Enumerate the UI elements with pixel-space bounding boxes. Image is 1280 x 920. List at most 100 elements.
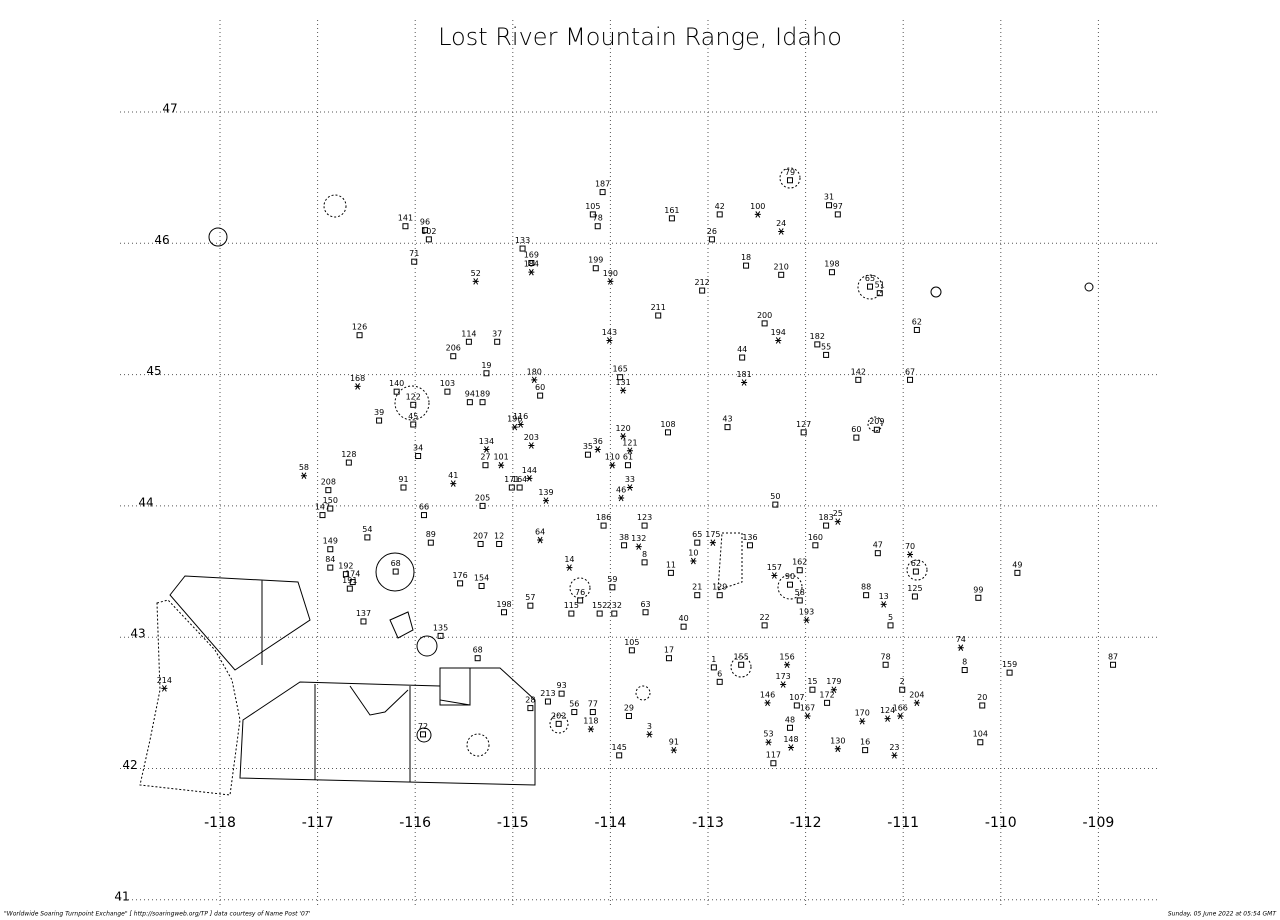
- turnpoint-label: 196: [507, 415, 522, 424]
- turnpoint-star: [354, 383, 361, 390]
- turnpoint-label: 134: [479, 437, 494, 446]
- turnpoint: 48: [785, 715, 795, 731]
- turnpoint-label: 60: [851, 425, 861, 434]
- turnpoint-square: [814, 341, 821, 348]
- turnpoint-label: 137: [356, 609, 371, 618]
- turnpoint-square: [828, 269, 835, 276]
- turnpoint: 232: [607, 601, 622, 617]
- turnpoint: 39: [374, 408, 384, 424]
- turnpoint: 67: [905, 367, 915, 383]
- turnpoint-label: 40: [679, 614, 689, 623]
- turnpoint: 77: [588, 700, 598, 716]
- turnpoint-label: 58: [795, 588, 805, 597]
- turnpoint: 57: [525, 593, 535, 609]
- turnpoint-square: [501, 609, 508, 616]
- turnpoint-label: 93: [557, 681, 567, 690]
- turnpoint-label: 31: [824, 193, 834, 202]
- turnpoint: 35: [583, 442, 593, 458]
- turnpoint: 187: [595, 180, 610, 196]
- turnpoint-square: [555, 720, 562, 727]
- turnpoint-star: [542, 497, 549, 504]
- turnpoint-label: 34: [413, 444, 423, 453]
- turnpoint-label: 39: [374, 408, 384, 417]
- turnpoint-label: 79: [785, 168, 795, 177]
- turnpoint-star: [620, 433, 627, 440]
- turnpoint-square: [867, 283, 874, 290]
- turnpoint: 29: [624, 703, 634, 719]
- turnpoint-label: 168: [350, 374, 365, 383]
- turnpoint-label: 156: [779, 652, 794, 661]
- turnpoint-label: 94: [465, 390, 475, 399]
- turnpoint-label: 203: [524, 433, 539, 442]
- turnpoint: 90: [785, 572, 795, 588]
- turnpoint-label: 14: [564, 555, 574, 564]
- airspace-circle: [569, 577, 591, 599]
- turnpoint-label: 63: [640, 600, 650, 609]
- turnpoint-label: 205: [475, 493, 490, 502]
- turnpoint-square: [853, 434, 860, 441]
- turnpoint: 25: [833, 509, 843, 525]
- lon-label: -116: [399, 815, 431, 831]
- turnpoint: 37: [492, 329, 502, 345]
- airspace-dashed: [717, 532, 743, 591]
- turnpoint-square: [716, 678, 723, 685]
- turnpoint: 150: [323, 496, 338, 512]
- turnpoint: 68: [473, 646, 483, 662]
- turnpoint-square: [596, 610, 603, 617]
- turnpoint-star: [787, 744, 794, 751]
- turnpoint-square: [664, 429, 671, 436]
- turnpoint-square: [589, 709, 596, 716]
- turnpoint-square: [724, 424, 731, 431]
- turnpoint: 28: [525, 696, 535, 712]
- turnpoint-square: [420, 512, 427, 519]
- turnpoint: 117: [766, 751, 781, 767]
- turnpoint-label: 198: [824, 260, 839, 269]
- airspace-circle: [323, 194, 347, 218]
- turnpoint-star: [765, 738, 772, 746]
- turnpoint: 31: [824, 193, 834, 209]
- turnpoint-square: [800, 429, 807, 436]
- turnpoint-label: 209: [869, 417, 884, 426]
- turnpoint: 96: [420, 218, 430, 234]
- turnpoint-star: [607, 278, 614, 285]
- turnpoint-label: 124: [880, 706, 895, 715]
- turnpoint-label: 182: [810, 332, 825, 341]
- turnpoint-label: 91: [669, 738, 679, 747]
- turnpoint: 8: [961, 658, 968, 674]
- turnpoint: 26: [707, 227, 717, 243]
- turnpoint: 105: [585, 202, 600, 218]
- turnpoint-square: [393, 388, 400, 395]
- turnpoint-label: 13: [879, 592, 889, 601]
- turnpoint: 54: [362, 525, 372, 541]
- turnpoint-label: 154: [474, 573, 489, 582]
- turnpoint: 128: [341, 450, 356, 466]
- turnpoint-label: 108: [660, 420, 675, 429]
- lat-label: 47: [162, 102, 177, 116]
- airspace-circle: [730, 656, 752, 678]
- turnpoint-label: 58: [299, 463, 309, 472]
- turnpoint-square: [466, 399, 473, 406]
- turnpoint-label: 28: [525, 696, 535, 705]
- turnpoint-square: [977, 739, 984, 746]
- turnpoint-label: 46: [616, 486, 626, 495]
- turnpoint: 36: [593, 437, 603, 453]
- turnpoint: 66: [419, 503, 429, 519]
- turnpoint: 194: [771, 328, 786, 344]
- turnpoint: 74: [956, 635, 966, 651]
- turnpoint: 190: [603, 269, 618, 285]
- turnpoint-label: 130: [830, 736, 845, 745]
- turnpoint-label: 24: [776, 219, 786, 228]
- turnpoint-star: [618, 494, 625, 502]
- airspace-circle: [375, 552, 415, 592]
- turnpoint-label: 122: [406, 392, 421, 401]
- turnpoint: 124: [880, 706, 895, 722]
- turnpoint: 49: [1012, 560, 1022, 576]
- turnpoint-label: 171: [504, 475, 519, 484]
- turnpoint: 101: [493, 453, 509, 469]
- turnpoint-square: [874, 550, 881, 557]
- turnpoint-label: 232: [607, 601, 622, 610]
- turnpoint-star: [741, 379, 748, 386]
- turnpoint-star: [161, 685, 168, 692]
- turnpoint-square: [668, 215, 675, 222]
- turnpoint-star: [450, 480, 457, 487]
